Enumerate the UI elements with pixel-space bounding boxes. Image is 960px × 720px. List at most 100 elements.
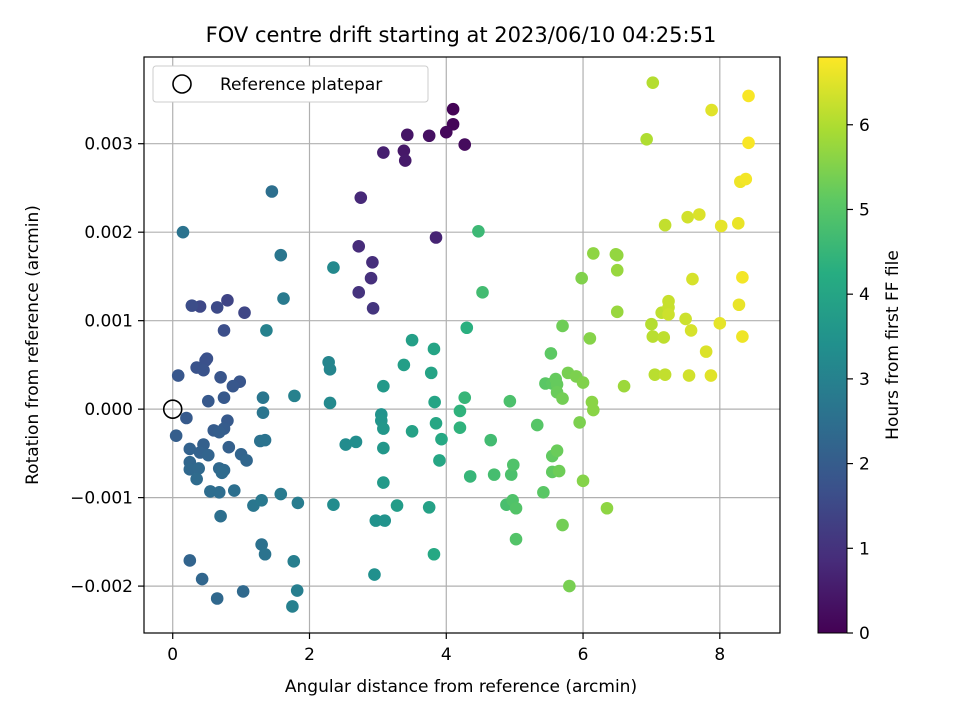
data-point — [354, 191, 368, 204]
data-point — [463, 470, 477, 483]
data-point — [646, 330, 660, 343]
data-point — [227, 484, 241, 497]
x-axis-ticks: 0 2 4 6 8 — [167, 633, 725, 665]
data-point — [509, 501, 523, 515]
data-point — [260, 324, 273, 337]
colorbar-gradient — [817, 56, 848, 634]
data-point — [214, 370, 227, 384]
data-point — [556, 319, 569, 333]
data-point — [453, 404, 467, 418]
data-point — [458, 391, 472, 404]
data-point — [405, 424, 419, 438]
data-point — [323, 363, 337, 376]
data-point — [377, 441, 390, 455]
data-point — [221, 294, 234, 307]
data-point — [640, 132, 653, 146]
data-point — [681, 210, 694, 224]
data-point — [429, 417, 443, 430]
data-point — [537, 486, 550, 499]
data-point — [682, 369, 696, 382]
data-point — [169, 429, 183, 442]
legend-box — [152, 65, 429, 103]
plot-area: 0 2 4 6 8 −0.002 −0.001 0.000 0.001 0.002 0.003 — [70, 56, 781, 665]
data-point — [573, 416, 586, 429]
data-points — [169, 76, 755, 613]
data-point — [686, 272, 699, 286]
x-tick-label: 4 — [441, 645, 452, 665]
colorbar-label: Hours from first FF file — [883, 250, 903, 440]
data-point — [364, 271, 378, 285]
data-point — [739, 172, 753, 186]
x-tick-label: 2 — [304, 645, 315, 665]
data-point — [657, 331, 671, 344]
data-point — [217, 391, 231, 404]
data-point — [215, 466, 229, 480]
legend-entry-label: Reference platepar — [220, 75, 382, 95]
data-point — [369, 514, 383, 527]
data-point — [195, 572, 209, 586]
data-point — [645, 317, 658, 331]
data-point — [323, 396, 337, 410]
data-point — [236, 585, 250, 598]
data-point — [256, 391, 270, 404]
reference-platepar-marker — [162, 399, 183, 419]
data-point — [287, 555, 301, 568]
data-point — [240, 454, 253, 467]
data-point — [366, 255, 379, 269]
data-point — [377, 146, 390, 159]
data-point — [397, 358, 411, 372]
data-point — [255, 493, 268, 507]
data-point — [180, 411, 193, 425]
data-point — [366, 301, 380, 315]
data-point — [212, 486, 226, 499]
y-tick-label: −0.001 — [70, 489, 133, 509]
data-point — [429, 231, 443, 244]
x-tick-label: 6 — [578, 645, 589, 665]
data-point — [453, 421, 467, 435]
x-tick-label: 0 — [167, 645, 178, 665]
data-point — [212, 425, 226, 439]
data-point — [327, 261, 340, 274]
data-point — [238, 306, 251, 320]
data-point — [699, 345, 713, 358]
data-point — [713, 317, 727, 330]
data-point — [658, 218, 672, 232]
data-point — [736, 330, 749, 343]
data-point — [646, 76, 660, 89]
data-point — [742, 89, 755, 103]
data-point — [684, 324, 698, 337]
plot-frame — [143, 56, 781, 634]
data-point — [349, 435, 363, 449]
y-tick-label: 0.002 — [84, 223, 133, 243]
data-point — [199, 354, 212, 367]
data-point — [587, 247, 600, 260]
y-tick-label: 0.003 — [84, 135, 133, 155]
data-point — [576, 474, 590, 488]
y-axis-ticks: −0.002 −0.001 0.000 0.001 0.002 0.003 — [70, 135, 144, 597]
colorbar-tick-label: 5 — [859, 200, 870, 220]
data-point — [171, 369, 185, 382]
data-point — [258, 547, 272, 561]
data-point — [290, 584, 304, 597]
data-point — [256, 406, 270, 419]
data-point — [679, 312, 692, 326]
data-point — [400, 128, 414, 142]
data-point — [183, 554, 197, 567]
x-tick-label: 8 — [714, 645, 725, 665]
data-point — [217, 324, 231, 337]
data-point — [377, 379, 390, 393]
legend-marker — [172, 74, 192, 94]
colorbar-tick-label: 3 — [859, 370, 870, 390]
data-point — [472, 225, 485, 238]
data-point — [576, 376, 590, 389]
data-point — [662, 308, 675, 321]
data-point — [550, 444, 564, 458]
data-point — [397, 144, 411, 158]
data-point — [327, 498, 340, 512]
legend: Reference platepar — [152, 65, 429, 103]
colorbar-tick-label: 0 — [859, 624, 870, 644]
colorbar-ticks: 0 1 2 3 4 5 6 — [847, 116, 870, 644]
data-point — [274, 248, 288, 262]
data-point — [390, 499, 404, 512]
